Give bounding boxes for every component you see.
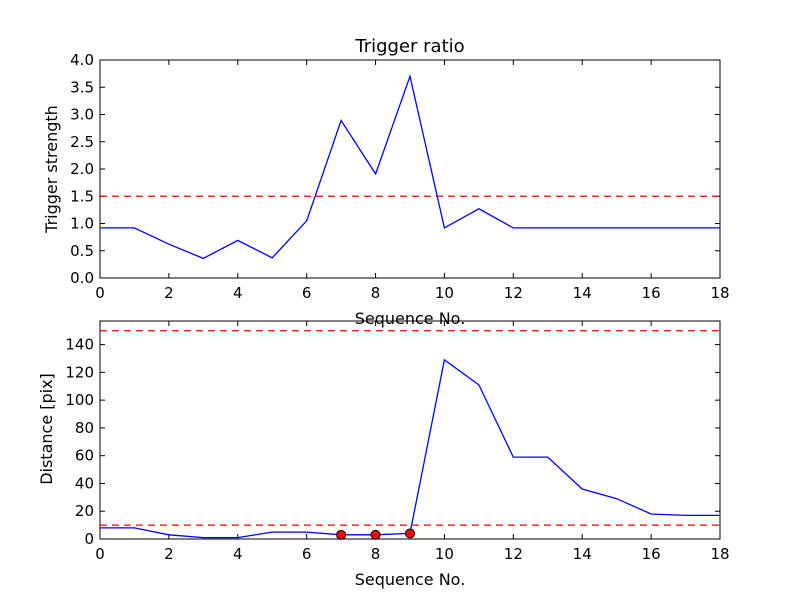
bottom-x-tick-label: 8 [371, 545, 381, 563]
top-x-tick-label: 0 [95, 284, 105, 302]
top-x-tick-label: 4 [233, 284, 243, 302]
bottom-data-marker [405, 528, 415, 539]
top-x-tick-label: 6 [302, 284, 312, 302]
top-y-axis-label: Trigger strength [42, 105, 61, 234]
bottom-y-tick-label: 120 [65, 363, 94, 381]
distance-panel: Sequence No. Distance [pix] 0 2 4 6 8 10 12 14 1… [37, 320, 730, 589]
top-x-tick-label: 2 [164, 284, 174, 302]
top-y-tick-label: 0.5 [70, 242, 94, 260]
bottom-x-tick-label: 16 [642, 545, 661, 563]
bottom-y-tick-label: 0 [84, 530, 94, 548]
trigger-ratio-title: Trigger ratio [354, 36, 464, 57]
top-y-tick-label: 1.0 [70, 215, 94, 233]
bottom-y-tick-label: 80 [75, 419, 94, 437]
bottom-plot-frame [99, 320, 721, 540]
bottom-y-tick-label: 20 [75, 502, 94, 520]
bottom-x-tick-label: 14 [573, 545, 592, 563]
bottom-x-axis-label: Sequence No. [355, 570, 466, 589]
top-series-line [100, 73, 720, 260]
top-x-tick-label: 12 [504, 284, 523, 302]
bottom-y-tick-label: 100 [65, 391, 94, 409]
bottom-x-tick-label: 0 [95, 545, 105, 563]
top-y-tick-label: 3.5 [70, 78, 94, 96]
bottom-x-tick-label: 6 [302, 545, 312, 563]
bottom-y-tick-label: 60 [75, 447, 94, 465]
top-y-tick-label: 1.5 [70, 187, 94, 205]
top-y-tick-label: 0.0 [70, 269, 94, 287]
bottom-data-marker [370, 529, 381, 540]
bottom-y-axis-label: Distance [pix] [37, 373, 56, 485]
top-x-tick-label: 8 [371, 284, 381, 302]
top-y-tick-label: 3.0 [70, 106, 94, 124]
top-x-tick-label: 16 [642, 284, 661, 302]
bottom-data-marker [336, 529, 347, 540]
bottom-y-tick-label: 140 [65, 336, 94, 354]
top-y-tick-label: 2.5 [70, 133, 94, 151]
bottom-y-tick-label: 40 [75, 474, 94, 492]
bottom-x-tick-label: 10 [435, 545, 454, 563]
bottom-x-tick-label: 18 [710, 545, 729, 563]
top-x-tick-label: 14 [573, 284, 592, 302]
trigger-ratio-panel: Trigger ratio Sequence No. Trigger stren… [42, 36, 730, 328]
bottom-x-tick-label: 12 [504, 545, 523, 563]
top-x-axis-label: Sequence No. [355, 309, 466, 328]
top-y-tick-label: 4.0 [70, 51, 94, 69]
bottom-x-tick-label: 4 [233, 545, 243, 563]
top-y-tick-label: 2.0 [70, 160, 94, 178]
bottom-x-tick-label: 2 [164, 545, 174, 563]
top-x-tick-label: 10 [435, 284, 454, 302]
top-x-tick-label: 18 [710, 284, 729, 302]
